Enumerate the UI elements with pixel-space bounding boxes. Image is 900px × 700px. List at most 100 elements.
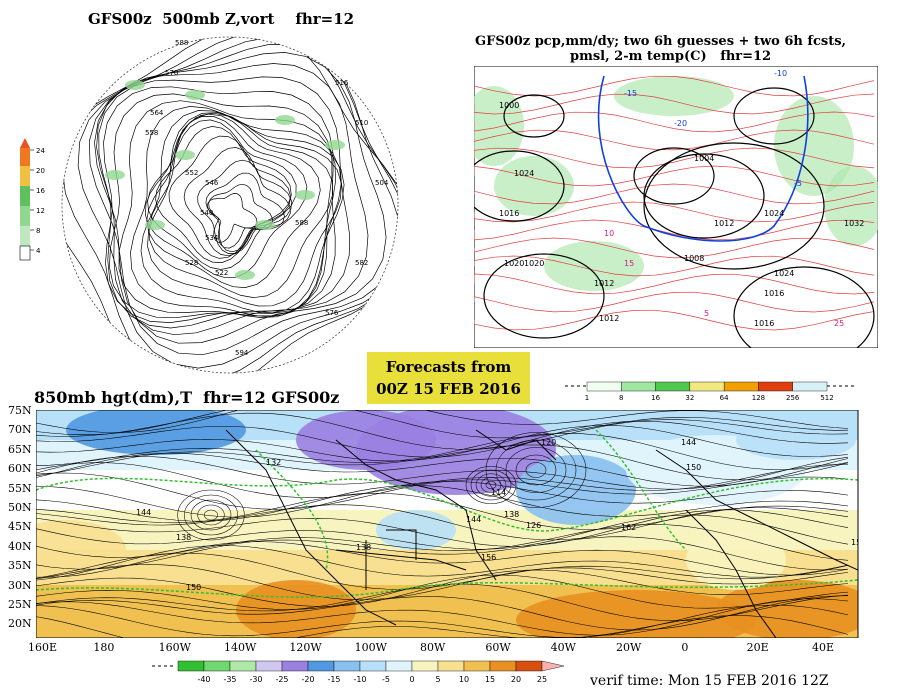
height-contour bbox=[183, 147, 292, 257]
height-label: 114 bbox=[491, 488, 506, 497]
height-label: 144 bbox=[136, 508, 151, 517]
contour-label: 558 bbox=[145, 129, 158, 137]
height-contour bbox=[204, 509, 218, 521]
coastline bbox=[655, 449, 858, 571]
pcp-colorbar: 1 8 16 32 64 128 256 512 bbox=[565, 378, 855, 412]
isobar-label: 1016 bbox=[764, 289, 784, 298]
temp-tick-label: 5 bbox=[435, 675, 440, 684]
longitude-label: 100W bbox=[354, 641, 387, 654]
temp-region bbox=[516, 590, 756, 638]
longitude-label: 140W bbox=[224, 641, 257, 654]
height-contour bbox=[36, 569, 849, 607]
temperature-isotherm bbox=[473, 183, 875, 205]
pcp-pmsl-map: 1000 1016 1024 1020 1024 1032 1012 1008 1004 1012… bbox=[463, 65, 884, 366]
temperature-isotherm bbox=[473, 273, 875, 295]
coastline bbox=[335, 439, 497, 581]
height-label: 144 bbox=[681, 438, 696, 447]
latitude-label: 65N bbox=[8, 442, 32, 456]
height-contour bbox=[145, 116, 308, 279]
height-contour bbox=[62, 37, 398, 373]
latitude-label: 75N bbox=[8, 404, 32, 417]
temperature-isotherm bbox=[473, 129, 875, 151]
isobar-label: 1008 bbox=[684, 254, 704, 263]
longitude-label: 20W bbox=[616, 641, 642, 654]
temperature-isotherm bbox=[473, 237, 875, 259]
isobar bbox=[633, 147, 715, 205]
height-contour bbox=[140, 110, 345, 314]
contour-label: 582 bbox=[355, 259, 368, 267]
height-contour bbox=[36, 564, 849, 601]
longitude-label: 120W bbox=[289, 641, 322, 654]
temp-region bbox=[36, 520, 126, 580]
contour-label: 528 bbox=[185, 259, 198, 267]
vorticity-area bbox=[235, 270, 255, 280]
freezing-line bbox=[597, 75, 809, 242]
temp-color-swatch bbox=[255, 660, 283, 672]
temp-color-swatch bbox=[307, 660, 335, 672]
latitude-label: 35N bbox=[8, 559, 32, 573]
isobar-label: 1000 bbox=[499, 101, 519, 110]
height-contour bbox=[36, 412, 849, 450]
temp-color-swatch bbox=[437, 660, 465, 672]
height-label: 138 bbox=[176, 533, 191, 542]
isobar bbox=[483, 253, 605, 339]
height-contour bbox=[190, 499, 232, 531]
temp-tick-label: -5 bbox=[382, 675, 390, 684]
temp-region bbox=[66, 410, 246, 455]
precip-area bbox=[774, 96, 854, 196]
temp-tick-label: 15 bbox=[485, 675, 495, 684]
height-contour bbox=[475, 473, 507, 497]
longitude-label: 80W bbox=[420, 641, 446, 654]
freezing-isotherm bbox=[36, 477, 858, 532]
height-contour bbox=[36, 455, 849, 490]
pcp-tick-label: 64 bbox=[720, 394, 729, 402]
temp-tick-label: -30 bbox=[249, 675, 262, 684]
isobar-label: 1004 bbox=[694, 154, 714, 163]
height-contour bbox=[36, 485, 849, 522]
height-contour bbox=[103, 86, 336, 323]
coastline bbox=[335, 549, 467, 571]
height-label: 132 bbox=[266, 458, 281, 467]
isobar-label: 1024 bbox=[764, 209, 784, 218]
contour-label: 564 bbox=[150, 109, 164, 117]
coastline bbox=[386, 529, 417, 560]
contour-label: 534 bbox=[205, 234, 219, 242]
height-contour bbox=[515, 454, 557, 486]
latitude-label: 50N bbox=[8, 501, 32, 514]
vorticity-area bbox=[255, 220, 275, 230]
coastline bbox=[475, 429, 557, 461]
freezing-isotherm bbox=[595, 429, 687, 551]
height-contour bbox=[36, 509, 849, 547]
longitude-label: 40W bbox=[550, 641, 576, 654]
temp-region bbox=[296, 410, 436, 470]
temperature-isotherm bbox=[473, 291, 875, 313]
temp-region bbox=[716, 580, 858, 638]
vort-tick-label: 24 bbox=[36, 147, 45, 155]
temp-color-swatch bbox=[463, 660, 491, 672]
height-contour bbox=[36, 410, 849, 433]
temp-color-swatch bbox=[177, 660, 205, 672]
temp-label: -5 bbox=[794, 179, 802, 188]
temp-color-swatch bbox=[333, 660, 361, 672]
isobar-label: 1020 bbox=[524, 259, 544, 268]
latitude-label: 20N bbox=[8, 617, 32, 631]
temp-tick-label: -35 bbox=[223, 675, 236, 684]
height-contour bbox=[465, 465, 517, 505]
longitude-label: 160E bbox=[28, 641, 58, 654]
height-contour bbox=[207, 193, 258, 243]
height-contour bbox=[36, 604, 849, 638]
isobar-label: 1024 bbox=[514, 169, 534, 178]
coastline bbox=[225, 429, 397, 626]
isobar-label: 1012 bbox=[594, 279, 614, 288]
temp-region bbox=[516, 455, 636, 525]
height-contour bbox=[36, 598, 849, 636]
pcp-tick-label: 128 bbox=[752, 394, 765, 402]
isobar bbox=[733, 87, 815, 145]
contour-label: 540 bbox=[200, 209, 213, 217]
isobar-label: 1020 bbox=[504, 259, 524, 268]
isobar-label: 1012 bbox=[599, 314, 619, 323]
height-contour bbox=[36, 615, 849, 638]
contour-label: 546 bbox=[205, 179, 219, 187]
temp-color-swatch bbox=[411, 660, 439, 672]
contour-label: 552 bbox=[185, 169, 198, 177]
